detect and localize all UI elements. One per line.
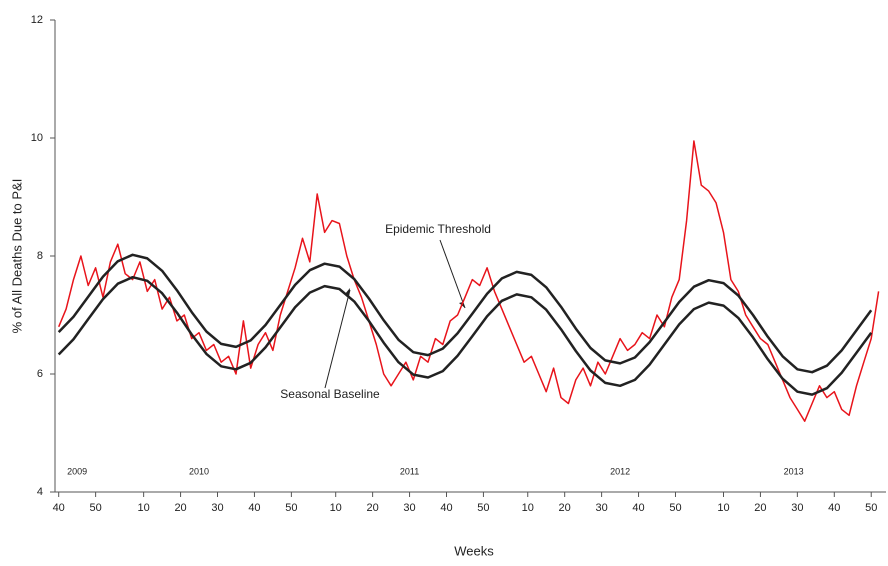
- x-tick-label: 20: [367, 502, 379, 514]
- x-tick-label: 40: [632, 502, 644, 514]
- model-line: [57, 253, 873, 374]
- year-label: 2012: [610, 466, 630, 476]
- x-tick-label: 20: [754, 502, 766, 514]
- y-tick-label: 10: [31, 132, 43, 144]
- y-tick-label: 8: [37, 250, 43, 262]
- year-label: 2009: [67, 466, 87, 476]
- x-tick-label: 10: [717, 502, 729, 514]
- x-tick-label: 50: [865, 502, 877, 514]
- annotation-arrow: [324, 289, 351, 389]
- x-tick-label: 50: [477, 502, 489, 514]
- x-tick-label: 40: [248, 502, 260, 514]
- x-tick-label: 10: [522, 502, 534, 514]
- model-line: [57, 275, 873, 396]
- y-tick-label: 4: [37, 486, 43, 498]
- x-tick-label: 40: [828, 502, 840, 514]
- x-tick-label: 30: [791, 502, 803, 514]
- x-tick-label: 40: [53, 502, 65, 514]
- x-tick-label: 20: [174, 502, 186, 514]
- annotation: Epidemic Threshold: [385, 222, 491, 236]
- x-tick-label: 10: [138, 502, 150, 514]
- x-tick-label: 20: [559, 502, 571, 514]
- y-tick-label: 12: [31, 14, 43, 26]
- x-tick-label: 50: [669, 502, 681, 514]
- y-tick-label: 6: [37, 368, 43, 380]
- x-axis-title: Weeks: [454, 543, 494, 558]
- observed-line: [58, 140, 880, 422]
- x-tick-label: 50: [90, 502, 102, 514]
- x-tick-label: 40: [440, 502, 452, 514]
- annotation: Seasonal Baseline: [280, 387, 380, 401]
- year-label: 2010: [189, 466, 209, 476]
- x-tick-label: 30: [403, 502, 415, 514]
- annotation-arrow: [439, 239, 466, 309]
- x-tick-label: 30: [211, 502, 223, 514]
- x-tick-label: 10: [330, 502, 342, 514]
- x-tick-label: 50: [285, 502, 297, 514]
- x-tick-label: 30: [595, 502, 607, 514]
- year-label: 2011: [400, 466, 419, 476]
- y-axis-title: % of All Deaths Due to P&I: [9, 179, 24, 334]
- year-label: 2013: [784, 466, 804, 476]
